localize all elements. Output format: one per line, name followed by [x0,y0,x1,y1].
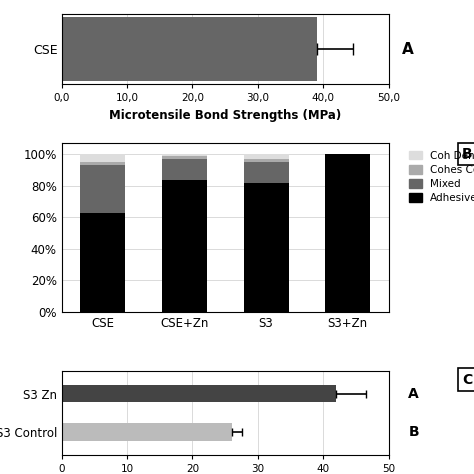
Bar [80,163,125,165]
Bar [80,165,125,213]
Bar [162,159,207,180]
Bar [62,423,232,441]
Text: B: B [408,425,419,439]
Bar [244,183,289,312]
Bar [62,385,337,402]
Bar [80,213,125,312]
Bar [80,155,125,163]
Bar [244,163,289,183]
X-axis label: Microtensile Bond Strengths (MPa): Microtensile Bond Strengths (MPa) [109,109,341,122]
Legend: Coh Dentine, Cohes Comp, Mixed, Adhesive: Coh Dentine, Cohes Comp, Mixed, Adhesive [407,149,474,205]
Bar [325,155,370,312]
Bar [244,159,289,163]
Text: B: B [462,147,473,161]
Bar [244,155,289,159]
Bar [162,155,207,156]
Text: A: A [408,387,419,401]
Text: A: A [402,42,413,57]
Bar [162,156,207,159]
Bar [162,180,207,312]
Bar [62,18,317,81]
Text: C: C [462,373,472,387]
